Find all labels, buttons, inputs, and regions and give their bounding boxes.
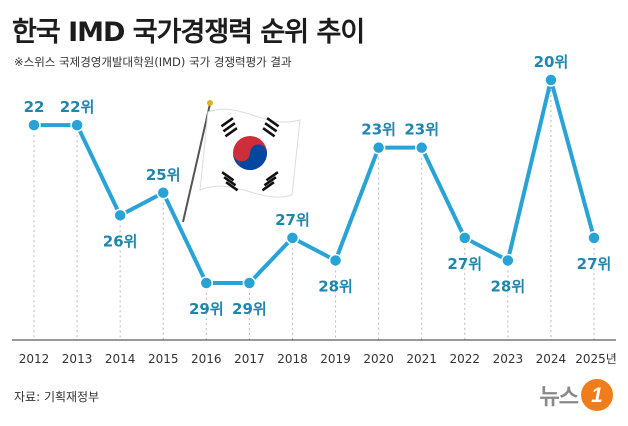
korean-flag-illustration	[182, 100, 301, 223]
data-point	[587, 231, 601, 245]
data-point	[285, 231, 300, 245]
x-tick-label: 2020	[363, 352, 394, 366]
data-label: 27위	[275, 211, 310, 229]
data-point	[501, 253, 515, 268]
data-point	[70, 118, 84, 132]
data-label: 26위	[103, 232, 138, 250]
data-label: 27위	[447, 255, 482, 273]
data-point	[544, 73, 558, 87]
x-tick-label: 2014	[105, 352, 136, 366]
x-tick-label: 2017	[234, 352, 265, 366]
data-point	[27, 118, 41, 132]
data-label: 22	[24, 98, 45, 116]
svg-text:1: 1	[591, 384, 603, 407]
data-label: 29위	[232, 300, 267, 318]
chart-subtitle: ※스위스 국제경영개발대학원(IMD) 국가 경쟁력평가 결과	[14, 55, 292, 69]
x-tick-label: 2023	[493, 352, 524, 366]
data-point	[414, 140, 429, 155]
data-point	[328, 253, 343, 268]
chart-title: 한국 IMD 국가경쟁력 순위 추이	[12, 17, 365, 48]
data-label: 25위	[146, 166, 181, 184]
data-label: 28위	[491, 277, 526, 295]
data-point	[113, 208, 127, 223]
data-point	[156, 186, 170, 200]
data-label: 22위	[60, 98, 95, 116]
x-tick-label: 2021	[406, 352, 437, 366]
data-label: 27위	[577, 255, 612, 273]
source-note: 자료: 기획재정부	[14, 390, 100, 404]
data-label: 23위	[361, 121, 396, 139]
data-point	[242, 276, 257, 290]
x-tick-label: 2022	[449, 352, 480, 366]
x-tick-label: 2015	[148, 352, 179, 366]
x-tick-label: 2019	[320, 352, 351, 366]
data-point	[199, 276, 214, 290]
x-tick-label: 2024	[536, 352, 567, 366]
x-tick-label: 2016	[191, 352, 222, 366]
logo-text: 뉴스	[539, 385, 579, 410]
data-label: 29위	[189, 300, 224, 318]
data-point	[371, 140, 386, 155]
x-tick-label: 2013	[62, 352, 93, 366]
x-tick-label: 2012	[19, 352, 50, 366]
data-label: 23위	[404, 121, 439, 139]
data-point	[458, 231, 472, 245]
news1-mark-icon: 1	[581, 379, 613, 411]
x-tick-label: 2018	[277, 352, 308, 366]
series-line	[32, 78, 596, 285]
data-label: 28위	[318, 277, 353, 295]
data-label: 20위	[534, 53, 569, 71]
x-tick-label: 2025년	[575, 352, 617, 366]
news1-logo: 뉴스 1	[540, 378, 614, 412]
